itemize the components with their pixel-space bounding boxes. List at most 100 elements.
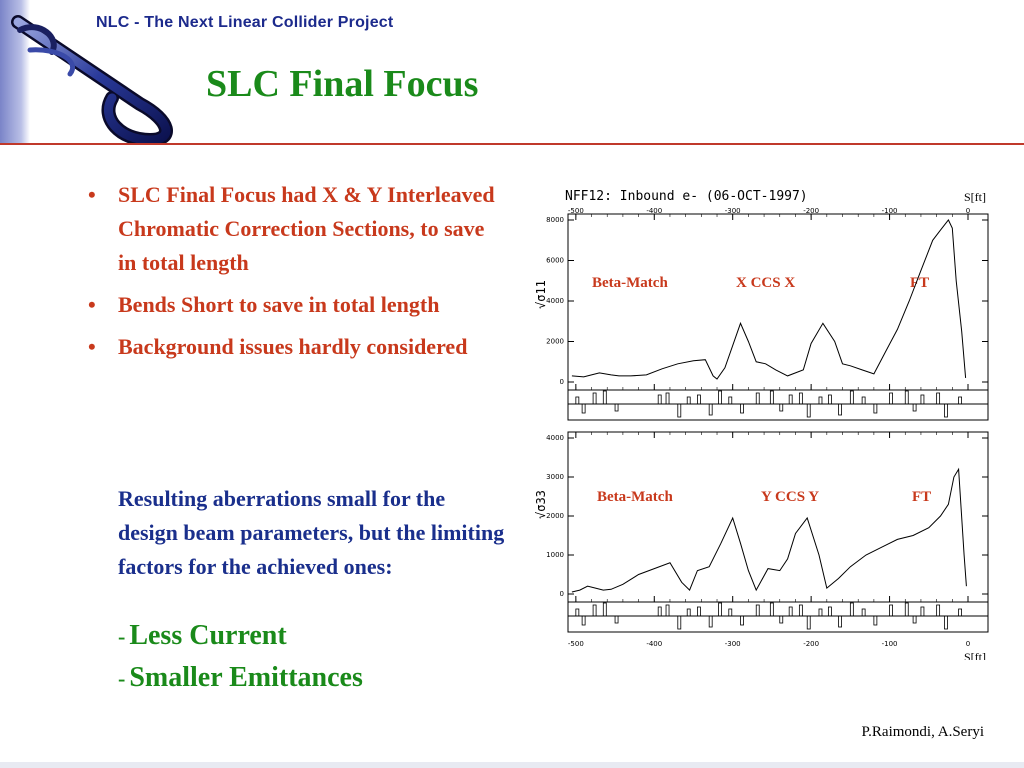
x-tick-label: -200 xyxy=(803,640,819,648)
lattice-magnet xyxy=(740,403,744,414)
top-label-beta-match: Beta-Match xyxy=(592,275,668,291)
lattice-magnet xyxy=(718,390,722,405)
lattice-magnet xyxy=(686,396,691,405)
lattice-magnet xyxy=(861,396,866,405)
x-tick-label: -100 xyxy=(882,207,898,215)
x-tick-label: -300 xyxy=(725,640,741,648)
lattice-magnet xyxy=(769,390,774,405)
x-tick-label: -500 xyxy=(568,207,584,215)
lattice-magnet xyxy=(728,396,733,405)
y-tick-label: 4000 xyxy=(546,297,564,305)
top-label-ccs: X CCS X xyxy=(736,275,795,291)
lattice-magnet xyxy=(665,392,670,405)
factor-text: Smaller Emittances xyxy=(129,662,363,693)
lattice-magnet xyxy=(827,606,832,617)
header-divider xyxy=(0,143,1024,145)
lattice-magnet xyxy=(769,602,774,617)
lattice-magnet xyxy=(788,394,793,405)
lattice-magnet xyxy=(592,604,597,617)
top-ylabel: √σ11 xyxy=(534,280,548,309)
y-tick-label: 3000 xyxy=(546,473,564,481)
top-lattice-frame xyxy=(567,389,989,421)
lattice-magnet xyxy=(581,615,586,626)
nlc-logo xyxy=(11,15,173,145)
lattice-magnet xyxy=(873,615,878,626)
lattice-magnet xyxy=(806,615,811,630)
factor-line: - Smaller Emittances xyxy=(118,662,363,694)
bottom-label-beta-match: Beta-Match xyxy=(597,489,673,505)
x-tick-label: 0 xyxy=(966,640,970,648)
s-unit-bottom: S[ft] xyxy=(964,650,986,660)
lattice-magnet xyxy=(602,602,607,617)
x-tick-label: 0 xyxy=(966,207,970,215)
bottom-ylabel: √σ33 xyxy=(534,490,548,519)
lattice-magnet xyxy=(755,604,760,617)
bottom-bar xyxy=(0,762,1024,768)
bottom-x-ticks: -500 -400 -300 -200 -100 0 xyxy=(568,432,970,648)
bottom-label-ccs: Y CCS Y xyxy=(761,489,819,505)
conclusion-paragraph: Resulting aberrations small for the desi… xyxy=(118,486,505,579)
lattice-magnet xyxy=(614,615,619,624)
bullet-item: • Bends Short to save in total length xyxy=(80,288,500,322)
lattice-magnet xyxy=(665,604,670,617)
y-tick-label: 2000 xyxy=(546,512,564,520)
lattice-magnet xyxy=(958,396,962,405)
lattice-magnet xyxy=(677,403,682,418)
y-tick-label: 8000 xyxy=(546,216,564,224)
lattice-magnet xyxy=(788,606,793,617)
bottom-series xyxy=(571,467,967,593)
author-footer: P.Raimondi, A.Seryi xyxy=(861,724,984,740)
lattice-magnet xyxy=(838,403,842,416)
lattice-magnet xyxy=(873,403,878,414)
bullet-item: • SLC Final Focus had X & Y Interleaved C… xyxy=(80,178,500,280)
lattice-magnet xyxy=(614,403,619,412)
bottom-label-ft: FT xyxy=(912,489,931,505)
lattice-magnet xyxy=(958,608,962,617)
lattice-magnet xyxy=(592,392,597,405)
lattice-magnet xyxy=(677,615,682,630)
series-line xyxy=(571,219,967,380)
lattice-magnet xyxy=(686,608,691,617)
lattice-magnet xyxy=(575,608,580,617)
lattice-magnet xyxy=(920,394,925,405)
y-tick-label: 6000 xyxy=(546,257,564,265)
bottom-lattice-elements xyxy=(575,602,962,630)
bullet-dot: • xyxy=(88,334,96,359)
top-label-ft: FT xyxy=(910,275,929,291)
factor-line: - Less Current xyxy=(118,620,287,652)
lattice-magnet xyxy=(849,602,854,617)
x-tick-label: -100 xyxy=(882,640,898,648)
factor-dash: - xyxy=(118,666,126,691)
lattice-magnet xyxy=(936,604,941,617)
y-tick-label: 1000 xyxy=(546,551,564,559)
bullet-text: SLC Final Focus had X & Y Interleaved Ch… xyxy=(118,182,495,275)
y-tick-label: 0 xyxy=(560,590,564,598)
bottom-lattice-frame xyxy=(567,601,989,633)
lattice-magnet xyxy=(697,606,701,617)
top-lattice-elements xyxy=(575,390,962,418)
factor-text: Less Current xyxy=(129,620,287,651)
slide-title: SLC Final Focus xyxy=(206,63,479,105)
top-series xyxy=(571,219,967,380)
lattice-magnet xyxy=(936,392,941,405)
lattice-magnet xyxy=(798,392,803,405)
lattice-magnet xyxy=(697,394,701,405)
lattice-magnet xyxy=(889,604,893,617)
lattice-magnet xyxy=(575,396,580,405)
lattice-magnet xyxy=(657,606,662,617)
lattice-magnet xyxy=(904,390,909,405)
series-line xyxy=(571,467,967,593)
lattice-magnet xyxy=(740,615,744,626)
lattice-magnet xyxy=(602,390,607,405)
beam-size-figure: NFF12: Inbound e- (06-OCT-1997) S[ft] S[… xyxy=(534,189,989,660)
bullet-dot: • xyxy=(88,182,96,207)
y-tick-label: 4000 xyxy=(546,434,564,442)
lattice-magnet xyxy=(818,396,823,405)
lattice-magnet xyxy=(581,403,586,414)
y-tick-label: 2000 xyxy=(546,338,564,346)
lattice-magnet xyxy=(904,602,909,617)
bullet-dot: • xyxy=(88,292,96,317)
lattice-magnet xyxy=(728,608,733,617)
x-tick-label: -400 xyxy=(646,640,662,648)
lattice-magnet xyxy=(779,403,784,412)
